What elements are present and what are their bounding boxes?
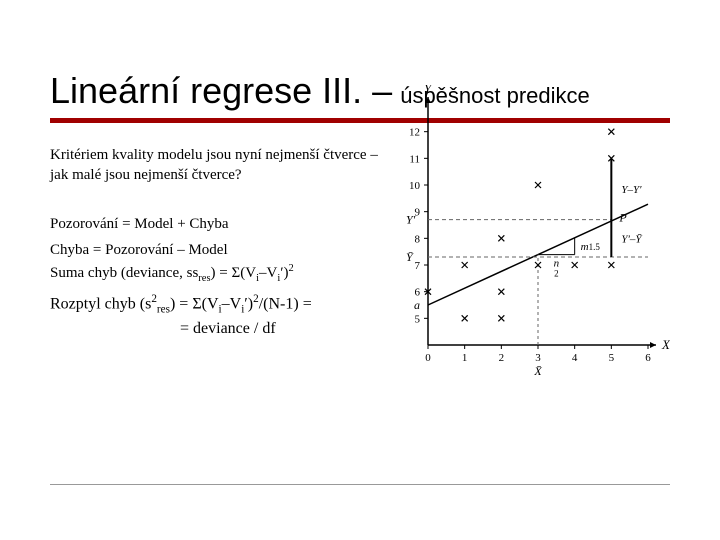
text-content: Kritériem kvality modelu jsou nyní nejme…	[50, 145, 390, 339]
criterion-text: Kritériem kvality modelu jsou nyní nejme…	[50, 145, 390, 186]
eq-observation: Pozorování = Model + Chyba	[50, 214, 390, 234]
footer-rule	[50, 484, 670, 485]
svg-text:4: 4	[572, 352, 578, 364]
t: = deviance / df	[50, 318, 276, 340]
svg-text:Y–Y′: Y–Y′	[621, 184, 642, 196]
title-main: Lineární regrese III. –	[50, 70, 392, 112]
t: /(N-1) =	[259, 296, 312, 313]
t: –V	[222, 296, 242, 313]
svg-text:X̄: X̄	[533, 364, 542, 378]
t: Rozptyl chyb (s	[50, 296, 151, 313]
svg-text:11: 11	[409, 153, 420, 165]
svg-text:a: a	[414, 298, 420, 312]
svg-text:9: 9	[415, 207, 421, 219]
svg-text:10: 10	[409, 180, 421, 192]
svg-text:2: 2	[499, 352, 505, 364]
svg-text:5: 5	[609, 352, 615, 364]
eq-variance: Rozptyl chyb (s2res) = Σ(Vi–Vi′)2/(N-1) …	[50, 292, 390, 339]
svg-text:m: m	[581, 241, 589, 253]
svg-text:6: 6	[415, 287, 421, 299]
regression-chart: 012345656789101112XYȲY′aY–Y′Y′–ȲPX̄mn1.5…	[390, 85, 670, 385]
t: ) = Σ(V	[170, 296, 219, 313]
svg-text:Y: Y	[424, 85, 433, 96]
t: ′)	[244, 296, 253, 313]
svg-text:Y′–Ȳ: Y′–Ȳ	[621, 233, 643, 245]
t: ′)	[280, 265, 288, 281]
svg-text:8: 8	[415, 233, 421, 245]
chart-area: 012345656789101112XYȲY′aY–Y′Y′–ȲPX̄mn1.5…	[400, 145, 670, 339]
svg-text:6: 6	[645, 352, 651, 364]
svg-text:2: 2	[554, 269, 559, 279]
svg-text:X: X	[661, 337, 670, 352]
svg-text:12: 12	[409, 127, 420, 139]
t: Suma chyb (deviance, ss	[50, 265, 198, 281]
svg-text:Y′: Y′	[406, 213, 416, 227]
t: 2	[289, 263, 294, 274]
t: res	[157, 304, 170, 316]
svg-text:7: 7	[415, 260, 421, 272]
t: res	[198, 273, 210, 284]
eq-error: Chyba = Pozorování – Model	[50, 240, 390, 260]
t: ) = Σ(V	[211, 265, 257, 281]
svg-text:3: 3	[535, 352, 541, 364]
eq-deviance: Suma chyb (deviance, ssres) = Σ(Vi–Vi′)2	[50, 262, 390, 286]
svg-text:1: 1	[462, 352, 468, 364]
svg-text:1.5: 1.5	[589, 242, 601, 252]
svg-text:0: 0	[425, 352, 431, 364]
t: –V	[259, 265, 277, 281]
svg-text:P: P	[618, 211, 627, 225]
svg-text:5: 5	[415, 313, 421, 325]
svg-text:Ȳ: Ȳ	[406, 250, 414, 264]
